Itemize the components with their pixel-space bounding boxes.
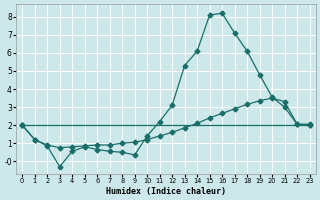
X-axis label: Humidex (Indice chaleur): Humidex (Indice chaleur) <box>106 187 226 196</box>
